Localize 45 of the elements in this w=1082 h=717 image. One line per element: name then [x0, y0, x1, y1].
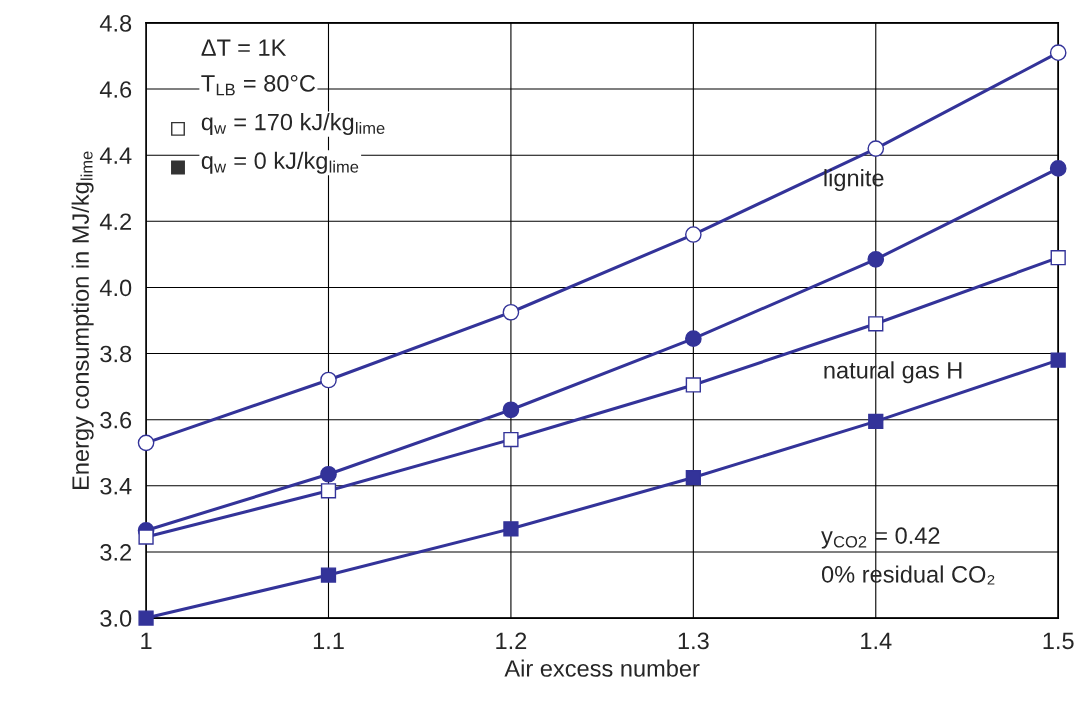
annotation: T$_{LB}$ = 80°C [201, 75, 316, 96]
point [867, 140, 885, 157]
y-tick-label: 3.0 [100, 610, 132, 627]
point [138, 529, 154, 545]
point [1049, 160, 1067, 177]
point [320, 465, 337, 483]
y-tick-label: 4.2 [99, 213, 131, 230]
x-tick-label: 1.5 [1043, 632, 1074, 650]
x-tick-label: 1.4 [861, 632, 892, 650]
point [1050, 250, 1066, 266]
point [320, 567, 337, 583]
point [1050, 352, 1066, 368]
point [685, 330, 702, 348]
y-tick-label: 3.8 [100, 345, 132, 363]
point [867, 251, 885, 268]
y-tick-label: 3.6 [100, 411, 132, 429]
x-tick-label: 1.1 [313, 632, 344, 650]
annotation: ΔT = 1K [201, 39, 287, 56]
y-tick-label: 4.4 [99, 147, 132, 164]
point [137, 434, 155, 452]
point [502, 401, 520, 419]
y-tick-label: 4.6 [99, 81, 132, 98]
y-tick-label: 3.4 [100, 477, 132, 495]
x-tick-label: 1.2 [496, 632, 527, 650]
point [868, 413, 884, 429]
x-tick-label: 1.3 [678, 632, 709, 650]
point [868, 316, 884, 332]
point [138, 610, 154, 626]
y-tick-label: 3.2 [100, 544, 131, 561]
point [503, 431, 519, 448]
point [1049, 44, 1067, 62]
x-axis-title: Air excess number [504, 659, 700, 677]
annotation: q$_{w}$ = 170 kJ/kg$_{lime}$ [201, 113, 385, 136]
y-axis-title: Energy consumption in MJ/kg$_{lime}$ [71, 151, 94, 490]
y-tick-label: 4.8 [99, 15, 132, 32]
y-tick-label: 4.0 [99, 279, 132, 297]
point [502, 303, 520, 321]
annotation: q$_{w}$ = 0 kJ/kg$_{lime}$ [201, 151, 359, 174]
point [685, 226, 702, 243]
point [503, 521, 519, 537]
x-tick-label: 1 [141, 632, 152, 650]
point [685, 469, 701, 486]
point [320, 371, 337, 389]
point [685, 377, 701, 393]
point [320, 483, 337, 499]
